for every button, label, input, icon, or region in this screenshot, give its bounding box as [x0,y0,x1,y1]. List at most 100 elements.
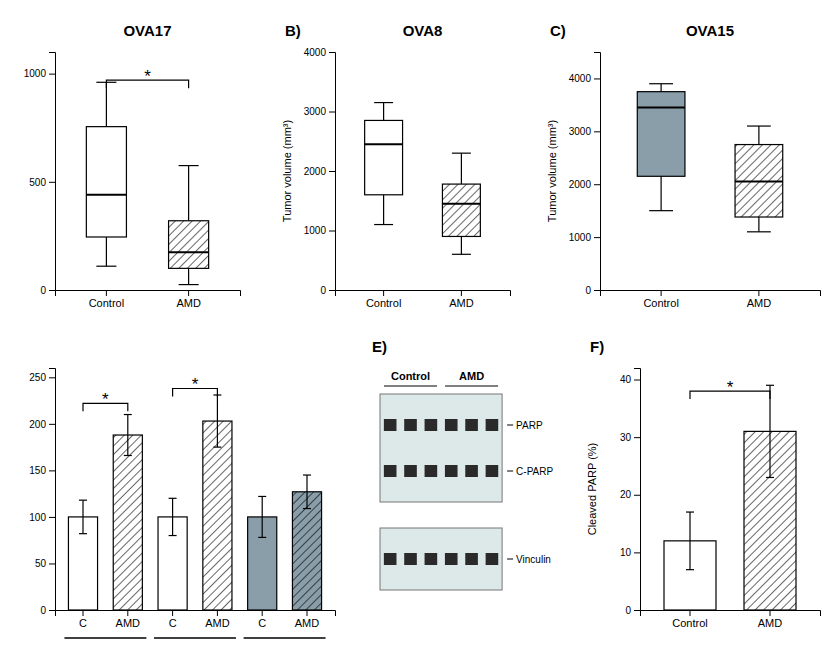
y-axis: 050100150200250 [29,369,55,616]
tick: 4000 [304,47,335,58]
band [465,419,478,431]
significance-label: * [192,375,199,394]
tick-mark [49,563,55,564]
panel-label: C) [550,22,566,39]
tick: 0 [625,605,640,616]
tick: AMD [747,290,772,309]
marks [86,80,208,284]
whisker [383,103,384,121]
error-cap [686,511,694,512]
band [425,419,438,431]
tick-mark [307,610,308,616]
tick: 0 [585,285,600,296]
lane-group-underline [445,386,498,387]
tick-mark [329,52,335,53]
x-axis: ControlAMD [641,610,821,629]
tick: C [169,610,177,629]
bar [203,421,232,610]
x-axis: CAMDCAMDCAMD [56,610,336,629]
tick: AMD [758,610,783,629]
band [384,419,397,431]
bar [113,435,142,610]
median [365,143,403,145]
tick-mark [594,290,600,291]
band [465,553,478,565]
tick: AMD [116,610,141,629]
median [169,251,209,253]
box [735,145,783,217]
tick-label: 2000 [569,179,592,190]
median [637,107,685,109]
tick-mark [634,610,640,611]
whisker [758,217,759,232]
tick-label: 3000 [569,126,592,137]
whisker-cap [649,83,673,84]
tick-mark [758,290,759,296]
error-bar [262,496,263,537]
tick: Control [366,290,401,309]
tick-label: 100 [29,512,46,523]
axis-line [641,611,821,617]
tick-mark [634,552,640,553]
tick: Control [89,290,124,309]
tick: C [79,610,87,629]
band-label-tick [507,559,513,560]
whisker [661,84,662,92]
y-axis: 01000200030004000 [569,53,601,296]
whisker [106,237,107,266]
band [486,419,499,431]
tick: 50 [35,558,55,569]
box [637,92,685,177]
y-axis-title: Cleaved PARP (%) [586,443,598,536]
tick-label: 30 [620,432,632,443]
tick: 3000 [569,126,600,137]
tick-mark [49,377,55,378]
marks [365,103,481,255]
error-cap [258,496,266,497]
tick-mark [49,517,55,518]
tick-label: 50 [35,558,47,569]
error-cap [124,414,132,415]
box [365,120,403,194]
error-bar [127,415,128,456]
band-label: PARP [516,420,543,431]
tick-label: 0 [40,605,46,616]
tick: 500 [29,177,55,188]
axis-line [634,369,641,611]
axis-line [56,291,241,297]
tick-label: AMD [758,617,783,629]
tick-mark [690,610,691,616]
whisker [383,195,384,225]
tick-label: 20 [620,489,632,500]
tick-mark [661,290,662,296]
whisker-cap [96,266,116,267]
y-axis-title: Tumor volume (mm³) [546,120,558,222]
tick-label: 0 [585,285,591,296]
band [445,465,458,477]
tick: AMD [176,290,201,309]
tick-mark [49,610,55,611]
whisker-cap [179,165,199,166]
whisker-cap [747,231,771,232]
error-cap [303,508,311,509]
tick-mark [262,610,263,616]
tick-mark [49,182,55,183]
whisker [461,236,462,254]
band-label: Vinculin [516,554,551,565]
tick-mark [188,290,189,296]
tick-label: 0 [320,285,326,296]
tick-mark [594,78,600,79]
title: OVA17 [123,22,171,39]
tick: 1000 [304,225,335,236]
x-axis: Control AMD [336,290,511,309]
tick-label: AMD [116,617,141,629]
tick-label: AMD [449,297,474,309]
error-cap [169,535,177,536]
marks [68,388,321,610]
median [86,194,126,196]
group-underline [244,637,326,639]
band [404,419,417,431]
error-cap [124,455,132,456]
whisker [188,166,189,221]
median [735,181,783,183]
